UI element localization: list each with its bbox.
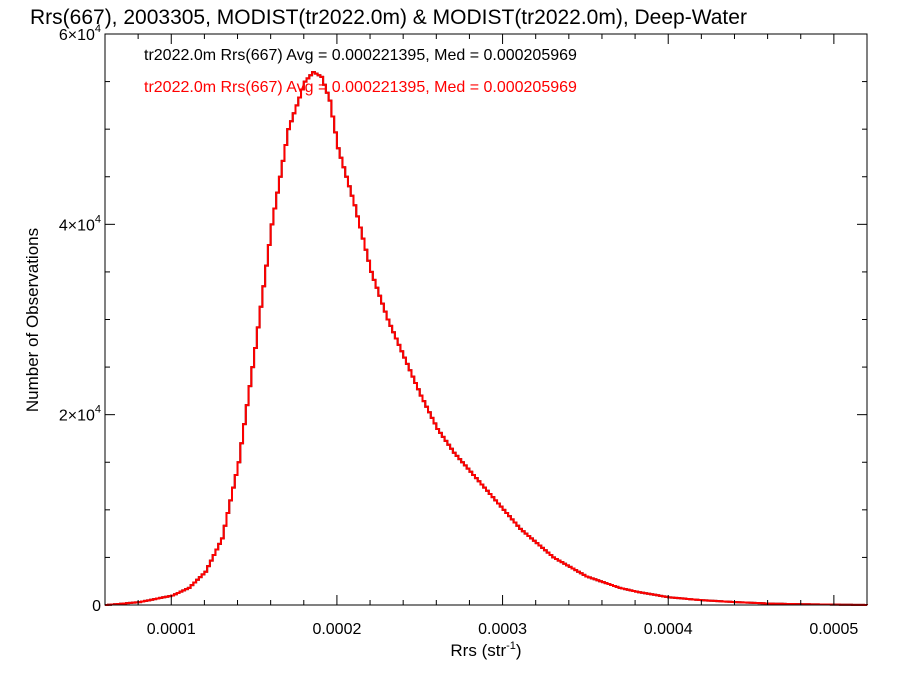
plot-frame [104,33,868,606]
y-axis-label: Number of Observations [23,228,42,412]
y-tick-mantissa: 4×10 [59,217,95,234]
y-tick-label: 0 [92,598,101,615]
x-axis-label: Rrs (str-1) [450,640,521,660]
y-tick-label: 2×104 [59,404,101,425]
x-axis-label-base: Rrs (str [450,641,506,660]
tick-layer: 0.0001 0.0002 0.0003 0.0004 0.000502×1044×10… [59,23,868,638]
x-axis-label-tail: ) [516,641,522,660]
x-tick-label: 0.0005 [809,621,858,638]
y-tick-mantissa: 6×10 [59,27,95,44]
x-tick-label: 0.0002 [312,621,361,638]
y-tick-mantissa: 2×10 [59,408,95,425]
x-tick-label: 0.0001 [147,621,196,638]
histogram-series-red [105,71,868,606]
annotation-black: tr2022.0m Rrs(667) Avg = 0.000221395, Me… [144,47,577,64]
y-tick-exponent: 4 [95,404,101,416]
series-layer [105,71,868,606]
x-axis-label-sup: -1 [506,640,516,652]
y-tick-mantissa: 0 [92,598,101,615]
y-tick-exponent: 4 [95,213,101,225]
histogram-series-black [105,71,868,606]
chart-title: Rrs(667), 2003305, MODIST(tr2022.0m) & M… [30,6,747,29]
annotation-red: tr2022.0m Rrs(667) Avg = 0.000221395, Me… [144,79,577,96]
y-tick-label: 6×104 [59,23,101,44]
x-tick-label: 0.0004 [644,621,693,638]
y-tick-exponent: 4 [95,23,101,35]
x-tick-label: 0.0003 [478,621,527,638]
y-tick-label: 4×104 [59,213,101,234]
